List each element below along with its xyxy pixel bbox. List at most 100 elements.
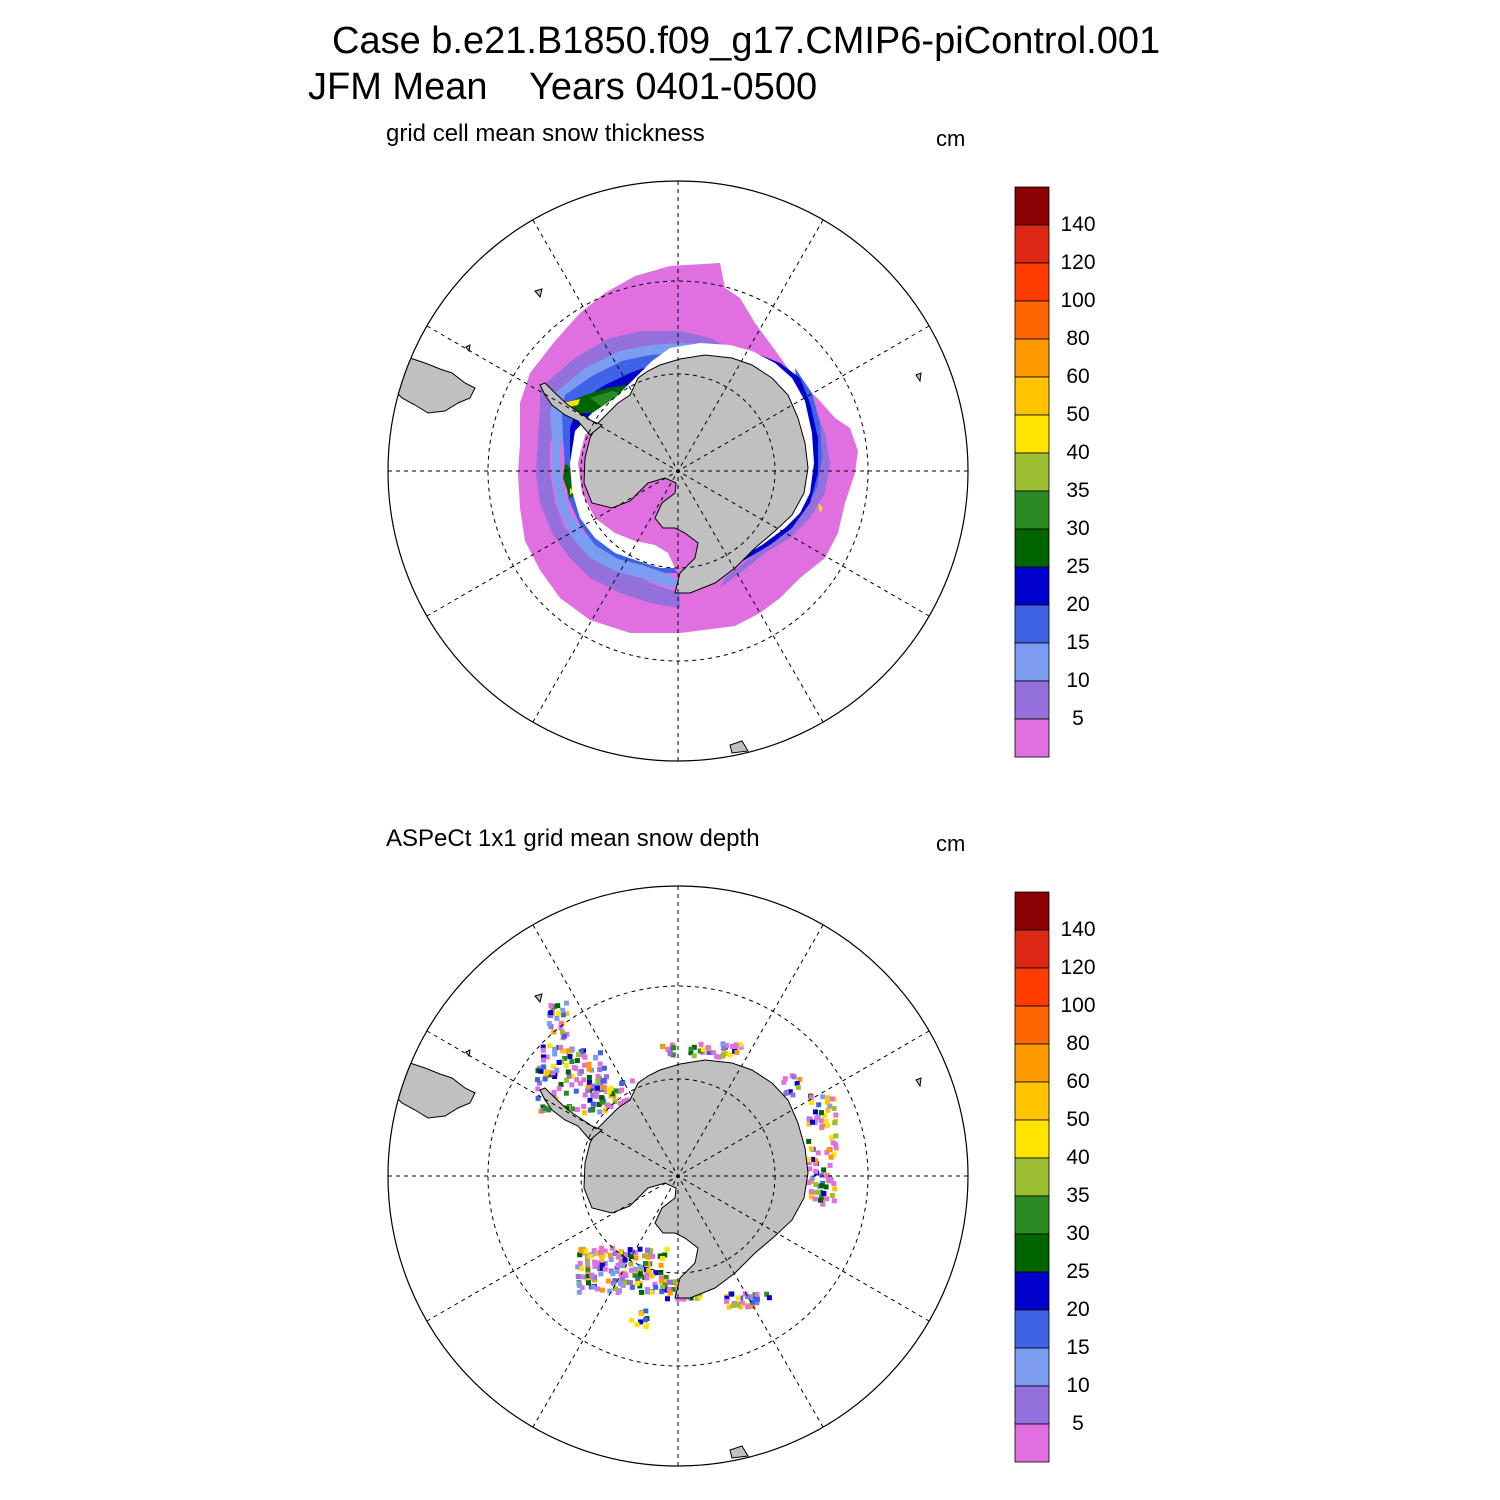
snow-field-15-20cm bbox=[562, 351, 822, 573]
observation-cell bbox=[540, 1107, 546, 1113]
colorbar-swatch bbox=[1014, 967, 1050, 1007]
observation-cell bbox=[610, 1271, 616, 1277]
observation-cell bbox=[551, 1029, 557, 1035]
observation-cell bbox=[619, 1252, 625, 1257]
observation-cell bbox=[754, 1296, 760, 1302]
colorbar-tick-label: 40 bbox=[1066, 1146, 1090, 1169]
colorbar-tick-label: 5 bbox=[1072, 1412, 1084, 1435]
observation-cell bbox=[578, 1049, 584, 1054]
colorbar-tick-label: 30 bbox=[1066, 517, 1090, 540]
observation-cell bbox=[556, 1060, 562, 1065]
antarctic-peninsula bbox=[539, 382, 603, 436]
observation-cell bbox=[824, 1099, 830, 1105]
observation-cell bbox=[600, 1287, 605, 1293]
observation-cell bbox=[730, 1302, 736, 1308]
observation-cell bbox=[688, 1046, 694, 1052]
colorbar-tick-label: 15 bbox=[1066, 1336, 1090, 1359]
observation-cell bbox=[548, 1010, 554, 1016]
observation-cell bbox=[634, 1322, 640, 1328]
observation-cell bbox=[597, 1061, 603, 1067]
observation-cell bbox=[820, 1094, 826, 1100]
observation-cell bbox=[667, 1051, 673, 1057]
observation-cell bbox=[629, 1078, 635, 1084]
observation-cell bbox=[642, 1317, 648, 1323]
observation-cell bbox=[564, 1031, 570, 1037]
graticule bbox=[388, 181, 968, 761]
observation-cell bbox=[600, 1252, 606, 1258]
observation-cell bbox=[691, 1053, 697, 1059]
observation-cell bbox=[565, 1069, 571, 1075]
observation-cell bbox=[621, 1098, 627, 1104]
observation-cell bbox=[590, 1284, 596, 1290]
observation-cell bbox=[599, 1095, 605, 1100]
observation-cell bbox=[645, 1261, 651, 1267]
observation-cell bbox=[607, 1252, 613, 1258]
observation-cell bbox=[644, 1272, 650, 1278]
observation-cell bbox=[653, 1270, 659, 1276]
observation-cell bbox=[548, 1003, 554, 1008]
observation-cell bbox=[574, 1107, 580, 1112]
observation-cell bbox=[552, 1074, 558, 1079]
observation-cell bbox=[733, 1043, 739, 1049]
observation-cell bbox=[574, 1077, 580, 1083]
observation-cell bbox=[586, 1066, 592, 1072]
observation-cell bbox=[579, 1266, 585, 1272]
colorbar-swatch bbox=[1014, 680, 1050, 720]
observation-cell bbox=[669, 1042, 675, 1048]
colorbar-swatch bbox=[1014, 1157, 1050, 1197]
observation-cell bbox=[619, 1275, 625, 1281]
observation-cell bbox=[558, 1044, 564, 1050]
observation-cell bbox=[700, 1046, 706, 1052]
observation-cell bbox=[581, 1110, 587, 1116]
observation-cell bbox=[738, 1304, 744, 1310]
observation-cell bbox=[590, 1083, 596, 1089]
observation-cell bbox=[599, 1265, 605, 1271]
observation-cell bbox=[806, 1180, 812, 1186]
observation-cell bbox=[667, 1279, 673, 1285]
observation-cell bbox=[540, 1104, 546, 1110]
observation-cell bbox=[623, 1273, 629, 1278]
observation-cell bbox=[582, 1062, 587, 1068]
observation-cell bbox=[734, 1049, 740, 1055]
observation-cell bbox=[675, 1283, 680, 1289]
observation-cell bbox=[546, 1107, 552, 1113]
observation-cell bbox=[552, 1046, 558, 1052]
observation-cell bbox=[784, 1089, 790, 1095]
observation-cell bbox=[562, 1055, 568, 1061]
colorbar-swatch bbox=[1014, 224, 1050, 264]
colorbar-tick-label: 25 bbox=[1066, 1260, 1090, 1283]
observation-cell bbox=[595, 1078, 601, 1084]
observation-cell bbox=[721, 1052, 727, 1058]
observation-cell bbox=[540, 1044, 546, 1050]
colorbar-tick-label: 25 bbox=[1066, 555, 1090, 578]
observation-cell bbox=[697, 1294, 703, 1300]
observation-cell bbox=[632, 1250, 638, 1256]
observation-cell bbox=[823, 1119, 829, 1125]
south-america bbox=[391, 357, 476, 414]
observation-cell bbox=[558, 1082, 564, 1087]
observation-cell bbox=[609, 1091, 615, 1097]
observation-cell bbox=[644, 1275, 650, 1281]
colorbar-swatch bbox=[1014, 414, 1050, 454]
observation-cell bbox=[564, 1000, 569, 1006]
observation-cell bbox=[602, 1248, 608, 1254]
colorbar-tick-label: 120 bbox=[1060, 251, 1096, 274]
observation-cell bbox=[832, 1186, 838, 1192]
observation-cell bbox=[627, 1280, 633, 1286]
observation-cell bbox=[697, 1048, 703, 1054]
colorbar-swatch bbox=[1014, 528, 1050, 568]
observation-cell bbox=[598, 1271, 604, 1277]
observation-cell bbox=[662, 1282, 668, 1288]
colorbar-tick-label: 80 bbox=[1066, 327, 1090, 350]
observation-cell bbox=[609, 1245, 615, 1251]
observation-cell bbox=[608, 1104, 614, 1109]
observation-cell bbox=[812, 1196, 818, 1202]
observation-cell bbox=[593, 1055, 599, 1061]
observation-cell bbox=[726, 1304, 732, 1310]
observation-cell bbox=[598, 1050, 603, 1056]
observation-cell bbox=[827, 1103, 833, 1109]
observation-cell bbox=[595, 1082, 601, 1088]
observation-cell bbox=[585, 1087, 591, 1093]
observation-cell bbox=[593, 1092, 599, 1098]
observation-cell bbox=[790, 1092, 796, 1098]
